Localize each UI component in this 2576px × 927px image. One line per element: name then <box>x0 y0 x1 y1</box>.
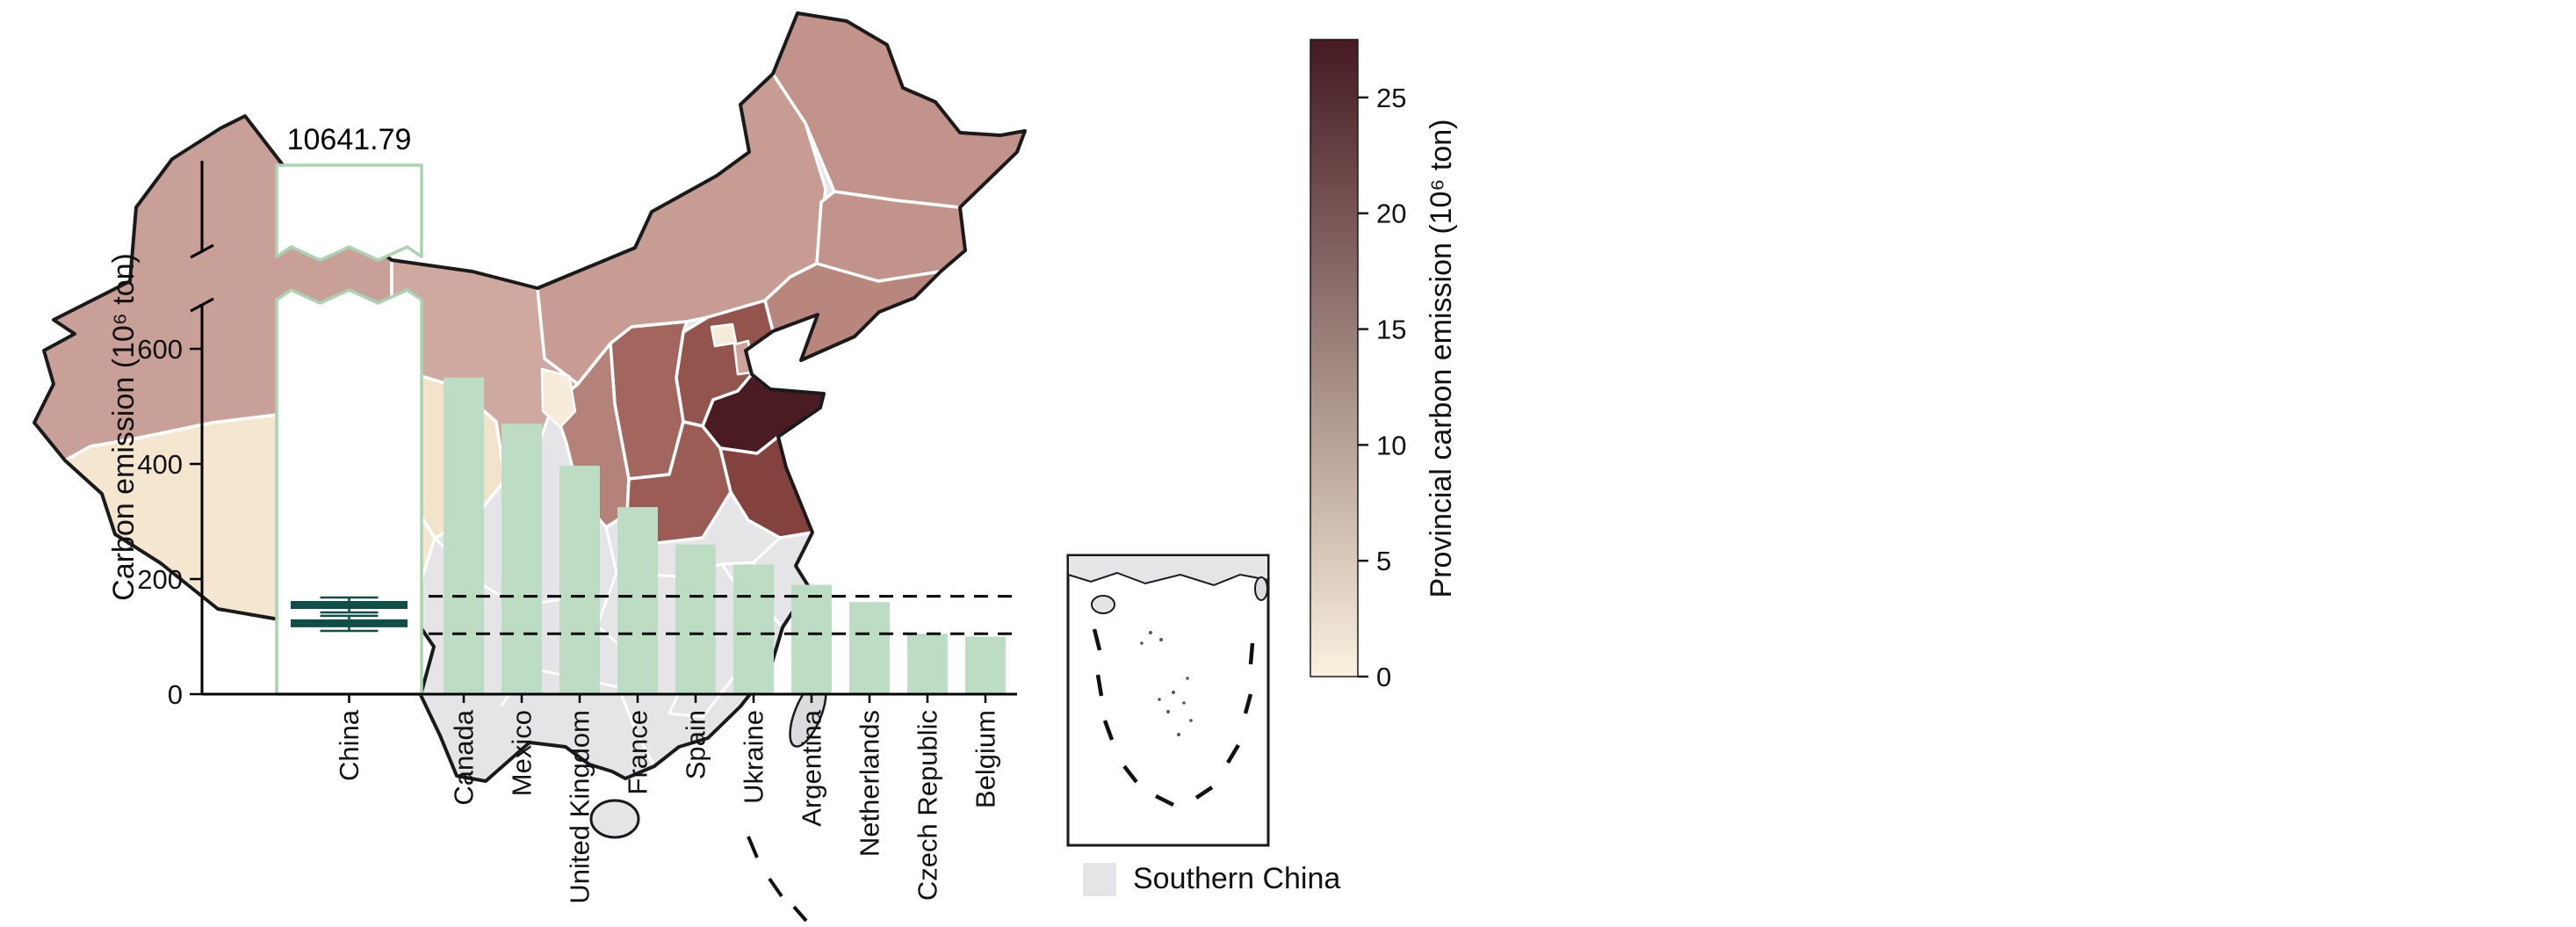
bar-ukraine <box>733 564 774 694</box>
inset-islands <box>1140 631 1193 736</box>
colorbar-tick-label: 5 <box>1376 546 1391 576</box>
y-tick-label: 0 <box>168 679 183 710</box>
x-tick-label-ukraine: Ukraine <box>739 710 769 804</box>
x-tick-label-czech-republic: Czech Republic <box>913 710 943 901</box>
bar-china-upper <box>275 163 423 262</box>
inset-taiwan <box>1254 576 1268 601</box>
bar-argentina <box>791 584 832 694</box>
inset-hainan <box>1091 595 1115 614</box>
china-national-outline <box>32 11 1027 783</box>
legend-label: Southern China <box>1133 862 1340 895</box>
sea-boundary-dashes <box>747 836 808 923</box>
x-tick-label-argentina: Argentina <box>797 709 827 826</box>
y-tick-label: 600 <box>137 334 183 365</box>
x-tick-label-united-kingdom: United Kingdom <box>565 710 595 904</box>
bar-netherlands <box>849 602 890 694</box>
colorbar-tick-label: 15 <box>1376 315 1406 345</box>
x-tick-label-france: France <box>623 710 653 794</box>
map-legend: Southern China <box>1083 862 1340 896</box>
bar-chart-plot: 10641.79 0 200 400 600 China Canada Mexico Unite… <box>137 123 1017 904</box>
inset-coastline <box>1067 554 1269 587</box>
country-bar-chart: Carbon emission (10⁶ ton) 10641.79 0 200 40… <box>107 123 1017 904</box>
colorbar <box>1310 39 1359 677</box>
province-beijing <box>710 322 738 348</box>
x-tick-label-mexico: Mexico <box>507 710 538 796</box>
province-ningxia <box>540 367 577 429</box>
axis-break-mark <box>190 243 214 259</box>
bar-belgium <box>965 636 1006 694</box>
bar-china-lower <box>275 288 423 696</box>
bar-canada <box>444 377 484 694</box>
legend-swatch <box>1083 863 1116 896</box>
x-tick-label-netherlands: Netherlands <box>855 710 885 857</box>
y-tick-label: 400 <box>137 449 183 480</box>
axis-break-mark <box>190 297 214 313</box>
colorbar-tick-label: 0 <box>1376 662 1391 692</box>
inset-nine-dash-line <box>1092 628 1255 808</box>
x-tick-label-canada: Canada <box>449 709 480 805</box>
hainan-island <box>589 799 640 839</box>
colorbar-tick-label: 10 <box>1376 430 1406 460</box>
colorbar-ticks: 0 5 10 15 20 25 <box>1358 83 1406 692</box>
colorbar-tick-label: 20 <box>1376 199 1406 229</box>
x-tick-label-belgium: Belgium <box>971 710 1001 808</box>
bar-united-kingdom <box>559 465 600 694</box>
colorbar-tick-label: 25 <box>1376 83 1406 113</box>
china-value-label: 10641.79 <box>287 123 412 156</box>
y-tick-label: 200 <box>137 564 183 595</box>
y-axis-label: Carbon emission (10⁶ ton) <box>107 253 141 601</box>
x-tick-label-spain: Spain <box>681 710 711 779</box>
colorbar-title: Provincial carbon emission (10⁶ ton) <box>1425 119 1458 597</box>
bar-czech-republic <box>907 634 948 694</box>
south-china-sea-inset <box>1066 554 1270 847</box>
bar-mexico <box>501 424 542 694</box>
bar-spain <box>675 544 716 694</box>
x-tick-label-china: China <box>334 709 364 781</box>
bar-france <box>617 507 658 694</box>
